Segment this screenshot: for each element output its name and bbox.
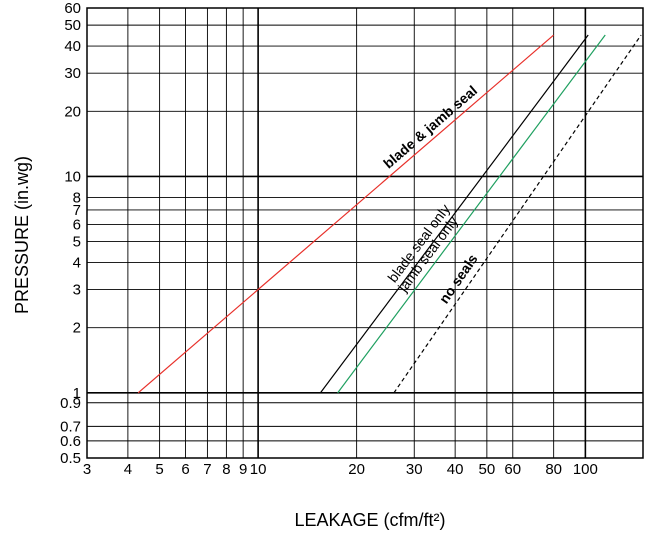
x-tick-label: 3	[83, 461, 91, 478]
series-lines	[137, 34, 642, 394]
series-line	[337, 34, 606, 394]
y-tick-label: 5	[73, 234, 81, 251]
y-tick-label: 2	[73, 320, 81, 337]
y-tick-label: 7	[73, 202, 81, 219]
y-axis-title: PRESSURE (in.wg)	[12, 156, 32, 314]
x-tick-label: 20	[348, 461, 365, 478]
x-tick-label: 60	[504, 461, 521, 478]
y-tick-label: 0.9	[60, 395, 81, 412]
x-tick-label: 6	[181, 461, 189, 478]
x-tick-label: 4	[124, 461, 132, 478]
x-tick-labels: 3 4 5 6 7 8 9 10 20 30 40 50 60 80 100	[83, 461, 598, 478]
series-line	[137, 34, 555, 394]
y-tick-label: 50	[64, 17, 81, 34]
x-tick-label: 10	[250, 461, 267, 478]
y-tick-label: 0.5	[60, 450, 81, 467]
series-label: no seals	[436, 251, 481, 306]
y-tick-label: 0.7	[60, 418, 81, 435]
series-line	[393, 34, 642, 394]
y-tick-label: 3	[73, 282, 81, 299]
y-tick-label: 20	[64, 103, 81, 120]
x-tick-label: 40	[447, 461, 464, 478]
x-tick-label: 30	[406, 461, 423, 478]
y-tick-label: 40	[64, 38, 81, 55]
series-label: blade & jamb seal	[380, 82, 480, 171]
y-tick-label: 1	[73, 385, 81, 402]
y-tick-label: 8	[73, 189, 81, 206]
grid	[86, 7, 643, 459]
x-tick-label: 5	[155, 461, 163, 478]
x-axis-title: LEAKAGE (cfm/ft²)	[294, 510, 445, 530]
y-tick-label: 4	[73, 255, 81, 272]
x-tick-label: 100	[573, 461, 598, 478]
y-tick-label: 0.6	[60, 433, 81, 450]
x-tick-label: 50	[479, 461, 496, 478]
x-tick-label: 8	[222, 461, 230, 478]
y-tick-label: 30	[64, 65, 81, 82]
x-tick-label: 9	[239, 461, 247, 478]
series-line	[319, 34, 589, 394]
y-tick-label: 6	[73, 216, 81, 233]
y-tick-label: 10	[64, 168, 81, 185]
plot-frame	[86, 7, 644, 459]
x-tick-label: 80	[545, 461, 562, 478]
y-tick-label: 60	[64, 0, 81, 17]
x-tick-label: 7	[203, 461, 211, 478]
